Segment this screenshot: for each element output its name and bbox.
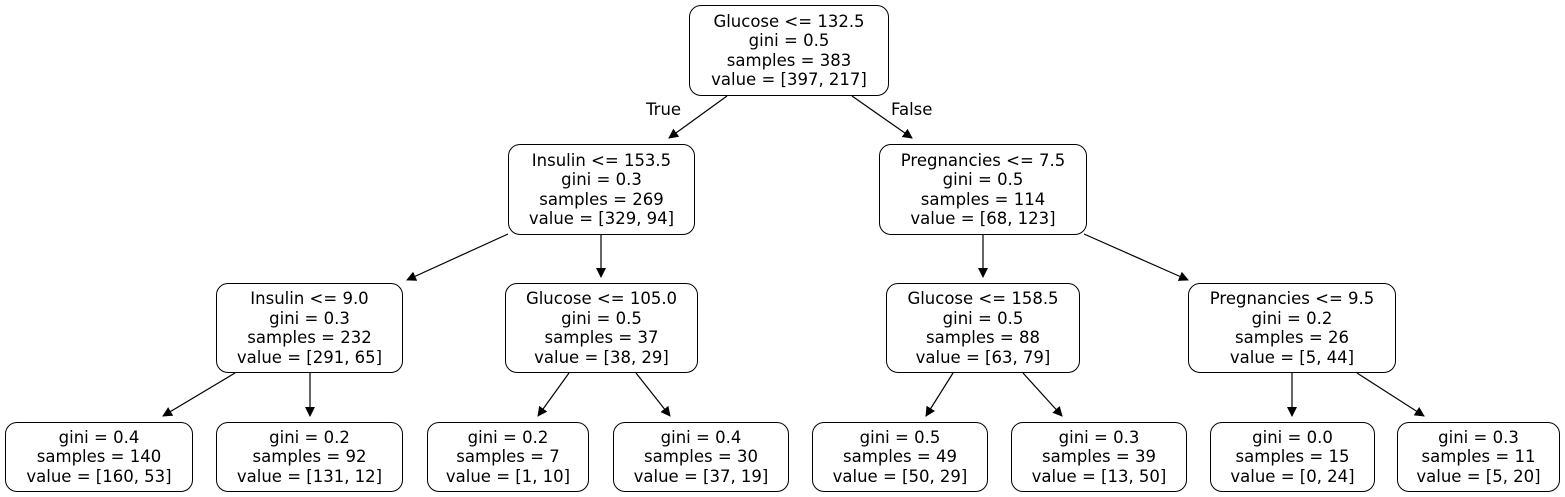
tree-leaf-rrl: gini = 0.0 samples = 15 value = [0, 24]	[1210, 422, 1375, 492]
node-value: value = [397, 217]	[711, 70, 867, 89]
tree-leaf-lll: gini = 0.4 samples = 140 value = [160, 5…	[5, 422, 193, 492]
edge-lr-lrl	[537, 372, 570, 417]
node-value: value = [5, 44]	[1229, 347, 1355, 367]
node-value: value = [5, 20]	[1416, 466, 1541, 486]
node-value: value = [0, 24]	[1230, 466, 1355, 486]
node-gini: gini = 0.3	[1438, 427, 1519, 447]
node-gini: gini = 0.3	[1058, 427, 1140, 447]
node-gini: gini = 0.3	[269, 308, 350, 328]
tree-node-rl: Glucose <= 158.5 gini = 0.5 samples = 88…	[886, 283, 1080, 373]
node-split-condition: Insulin <= 153.5	[531, 150, 672, 170]
node-value: value = [131, 12]	[236, 466, 383, 486]
node-gini: gini = 0.2	[1251, 308, 1333, 328]
node-split-condition: Glucose <= 158.5	[907, 289, 1059, 308]
node-samples: samples = 11	[1421, 447, 1536, 467]
node-split-condition: Insulin <= 9.0	[250, 289, 369, 308]
node-value: value = [329, 94]	[528, 209, 675, 228]
edge-root-r	[851, 95, 913, 139]
tree-node-root: Glucose <= 132.5 gini = 0.5 samples = 38…	[689, 5, 889, 96]
tree-leaf-llr: gini = 0.2 samples = 92 value = [131, 12…	[216, 422, 403, 492]
edge-lr-lrr	[635, 372, 671, 417]
tree-node-ll: Insulin <= 9.0 gini = 0.3 samples = 232 …	[216, 283, 403, 373]
node-value: value = [68, 123]	[910, 209, 1056, 228]
tree-leaf-rrr: gini = 0.3 samples = 11 value = [5, 20]	[1397, 422, 1560, 492]
node-samples: samples = 269	[539, 189, 664, 209]
node-samples: samples = 26	[1235, 328, 1349, 347]
edge-l-ll	[406, 233, 509, 281]
node-samples: samples = 114	[920, 189, 1046, 209]
tree-leaf-rlr: gini = 0.3 samples = 39 value = [13, 50]	[1011, 422, 1187, 492]
node-samples: samples = 39	[1042, 447, 1156, 467]
node-gini: gini = 0.5	[748, 31, 830, 50]
tree-leaf-lrr: gini = 0.4 samples = 30 value = [37, 19]	[613, 422, 789, 492]
node-samples: samples = 92	[252, 447, 367, 467]
node-gini: gini = 0.2	[467, 427, 549, 447]
node-gini: gini = 0.0	[1252, 427, 1333, 447]
node-gini: gini = 0.3	[561, 170, 642, 189]
node-split-condition: Glucose <= 105.0	[525, 289, 678, 308]
edge-label-true: True	[646, 100, 682, 119]
node-split-condition: Pregnancies <= 7.5	[900, 150, 1066, 170]
edge-r-rr	[1083, 233, 1189, 281]
node-gini: gini = 0.5	[942, 170, 1024, 189]
tree-node-rr: Pregnancies <= 9.5 gini = 0.2 samples = …	[1188, 283, 1396, 373]
edge-rl-rlr	[1022, 372, 1063, 417]
node-samples: samples = 30	[644, 447, 758, 467]
node-samples: samples = 232	[247, 328, 372, 347]
tree-leaf-rll: gini = 0.5 samples = 49 value = [50, 29]	[812, 422, 988, 492]
node-gini: gini = 0.5	[561, 308, 642, 328]
node-value: value = [38, 29]	[534, 347, 669, 367]
node-samples: samples = 49	[843, 447, 957, 467]
tree-node-r: Pregnancies <= 7.5 gini = 0.5 samples = …	[879, 144, 1087, 235]
node-value: value = [50, 29]	[832, 466, 968, 486]
edge-rr-rrr	[1356, 372, 1425, 417]
node-gini: gini = 0.5	[942, 308, 1024, 328]
tree-node-l: Insulin <= 153.5 gini = 0.3 samples = 26…	[508, 144, 695, 235]
node-gini: gini = 0.2	[269, 427, 350, 447]
node-value: value = [37, 19]	[633, 466, 769, 486]
tree-leaf-lrl: gini = 0.2 samples = 7 value = [1, 10]	[427, 422, 589, 492]
node-samples: samples = 37	[544, 328, 659, 347]
node-split-condition: Pregnancies <= 9.5	[1209, 289, 1375, 308]
node-value: value = [13, 50]	[1031, 466, 1167, 486]
node-value: value = [63, 79]	[915, 347, 1051, 367]
node-value: value = [291, 65]	[236, 347, 383, 367]
node-samples: samples = 88	[926, 328, 1040, 347]
tree-node-lr: Glucose <= 105.0 gini = 0.5 samples = 37…	[505, 283, 698, 373]
node-samples: samples = 7	[456, 447, 560, 467]
edge-label-false: False	[891, 100, 933, 119]
node-gini: gini = 0.4	[660, 427, 742, 447]
edge-root-l	[668, 95, 728, 139]
edge-rl-rll	[925, 372, 954, 417]
node-samples: samples = 15	[1235, 447, 1350, 467]
node-samples: samples = 140	[36, 447, 162, 467]
node-split-condition: Glucose <= 132.5	[713, 11, 865, 31]
node-value: value = [160, 53]	[26, 466, 172, 486]
node-samples: samples = 383	[726, 50, 852, 70]
node-gini: gini = 0.5	[859, 427, 941, 447]
edge-ll-lll	[162, 372, 236, 417]
node-gini: gini = 0.4	[58, 427, 140, 447]
node-value: value = [1, 10]	[445, 466, 571, 486]
